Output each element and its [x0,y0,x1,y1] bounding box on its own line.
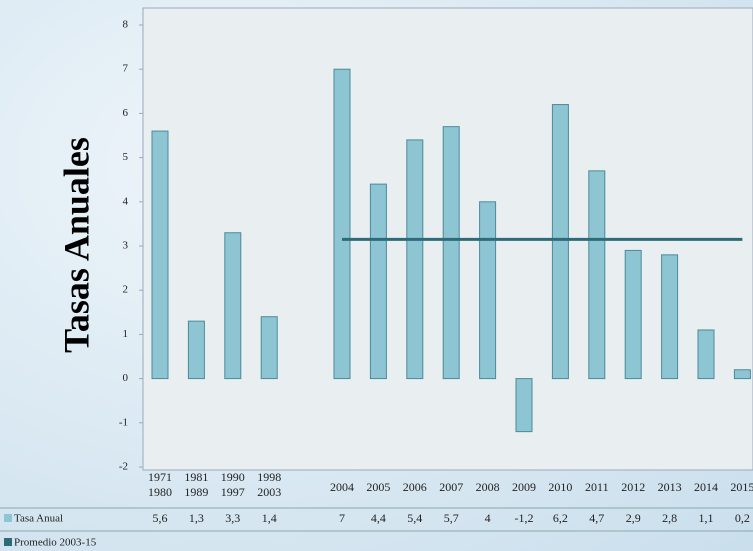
x-tick-label: 1989 [184,485,208,499]
y-tick-label: 6 [123,107,129,119]
value-label: 5,4 [407,511,422,525]
bar [661,254,679,380]
x-tick-label: 2010 [548,480,572,494]
value-label: 4,7 [589,511,604,525]
value-label: 1,3 [189,511,204,525]
x-tick-label: 2011 [585,480,609,494]
y-tick-label: -1 [119,416,128,428]
legend-label: Promedio 2003-15 [14,537,97,549]
x-tick-label: 2006 [403,480,427,494]
value-label: 1,4 [262,511,277,525]
bar [406,139,424,380]
x-tick-label: 1971 [148,470,172,484]
bar [588,170,606,380]
bar [733,369,751,380]
legend-swatch [4,538,12,546]
y-tick-label: 8 [123,19,129,31]
x-tick-label: 1990 [221,470,245,484]
x-tick-label: 2009 [512,480,536,494]
value-label: -1,2 [515,511,534,525]
bar [624,249,642,380]
value-label: 3,3 [225,511,240,525]
value-label: 2,8 [662,511,677,525]
x-tick-label: 2008 [476,480,500,494]
y-tick-label: 0 [123,372,129,384]
bar [697,329,715,380]
bar [479,201,497,380]
y-tick-label: 4 [123,195,129,207]
value-label: 0,2 [735,511,750,525]
x-tick-label: 1998 [257,470,281,484]
bar [515,378,533,433]
bar [442,126,460,380]
bar [369,183,387,380]
x-tick-label: 2005 [366,480,390,494]
y-tick-label: 7 [123,63,129,75]
x-tick-label: 2003 [257,485,281,499]
y-tick-label: 1 [123,328,129,340]
value-label: 7 [339,511,345,525]
value-label: 1,1 [699,511,714,525]
value-label: 4,4 [371,511,386,525]
value-label: 4 [485,511,491,525]
bar [260,316,278,380]
y-tick-label: 5 [123,151,129,163]
bar [187,320,205,380]
x-tick-label: 2014 [694,480,718,494]
value-label: 2,9 [626,511,641,525]
value-label: 5,6 [153,511,168,525]
x-tick-label: 2007 [439,480,463,494]
bar [551,104,569,380]
bar [224,232,242,380]
value-label: 5,7 [444,511,459,525]
x-tick-label: 1997 [221,485,245,499]
y-tick-label: -2 [119,461,128,473]
bar [333,68,351,380]
x-tick-label: 2004 [330,480,354,494]
x-tick-label: 2012 [621,480,645,494]
x-tick-label: 1980 [148,485,172,499]
x-tick-label: 2015 [730,480,753,494]
y-tick-label: 2 [123,284,129,296]
legend-swatch [4,514,12,522]
y-tick-label: 3 [123,240,129,252]
x-tick-label: 1981 [184,470,208,484]
bar [151,130,169,380]
y-axis-label: Tasas Anuales [56,137,96,353]
value-label: 6,2 [553,511,568,525]
legend-label: Tasa Anual [14,513,63,525]
x-tick-label: 2013 [658,480,682,494]
